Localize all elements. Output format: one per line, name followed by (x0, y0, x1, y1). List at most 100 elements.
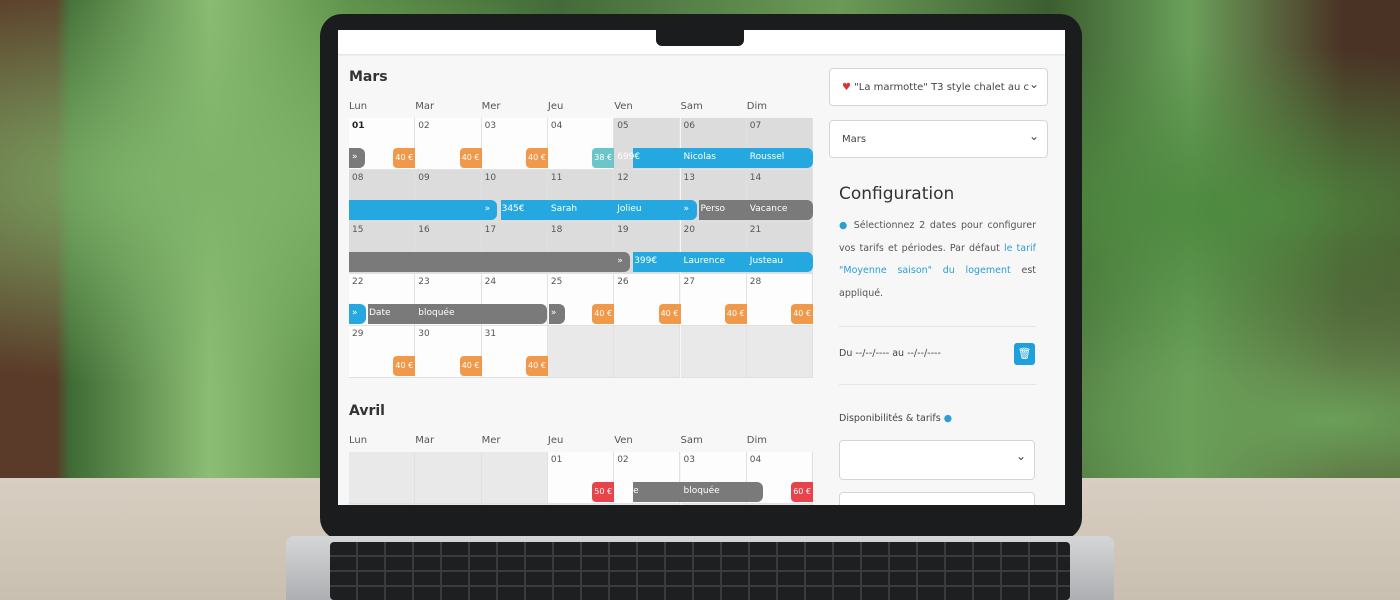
day-number: 18 (550, 225, 563, 235)
price-tag: 60 € (791, 482, 814, 502)
day-number: 01 (352, 121, 365, 131)
availability-label: Disponibilités & tarifs ● (839, 413, 952, 424)
day-cell (547, 326, 615, 378)
bar-label: 345€ (501, 204, 525, 214)
price-tag: 40 € (525, 148, 548, 168)
config-desc: Sélectionnez 2 dates pour configurer vos… (839, 220, 1036, 254)
day-number: 04 (550, 121, 563, 131)
day-number: 23 (418, 277, 430, 287)
bar-label: Laurence (683, 256, 725, 266)
booking-bar (501, 200, 697, 220)
bar-arrow: » (484, 204, 491, 214)
day-cell (349, 452, 416, 504)
day-number: 21 (749, 225, 762, 235)
bar-label: Nicolas (683, 152, 716, 162)
config-text: ● Sélectionnez 2 dates pour configurer v… (839, 215, 1036, 305)
day-number: 10 (484, 173, 497, 183)
property-name: "La marmotte" T3 style chalet au c (854, 82, 1030, 93)
day-number: 26 (617, 277, 629, 287)
bar-label: bloquée (418, 308, 455, 318)
booking-bar (549, 304, 565, 324)
day-cell (680, 504, 747, 505)
month-select[interactable]: Mars (829, 120, 1048, 158)
booking-bar (633, 252, 813, 272)
heart-icon: ♥ (842, 82, 851, 93)
day-number: 17 (484, 225, 497, 235)
day-cell (614, 504, 681, 505)
price-tag: 40 € (393, 148, 416, 168)
day-number: 15 (352, 225, 364, 235)
day-cell (415, 504, 482, 505)
day-number: 29 (352, 329, 364, 339)
date-range: Du --/--/---- au --/--/---- (839, 348, 941, 359)
bar-label: Sarah (550, 204, 578, 214)
info-icon: ● (943, 413, 953, 424)
screen: ♥ "La marmotte" T3 style chalet au c Mar… (338, 30, 1065, 505)
day-number: 22 (352, 277, 364, 287)
bar-arrow: » (352, 308, 358, 318)
day-number: 01 (550, 455, 563, 465)
booking-bar (633, 148, 813, 168)
weekday-label: Mar (415, 435, 435, 446)
weekday-label: Ven (614, 101, 633, 112)
divider (839, 384, 1036, 385)
weekday-label: Jeu (547, 435, 564, 446)
day-number: 12 (617, 173, 629, 183)
day-number: 08 (352, 173, 364, 183)
day-cell (481, 504, 548, 505)
bar-label: Vacance (749, 204, 788, 214)
availability-select[interactable] (839, 440, 1035, 480)
day-cell (746, 504, 814, 505)
day-number: 25 (550, 277, 563, 287)
bar-arrow: » (617, 256, 623, 266)
day-cell (481, 452, 548, 504)
day-cell (415, 452, 482, 504)
day-cell (547, 504, 615, 505)
bar-arrow: » (683, 204, 690, 214)
delete-button[interactable]: 🗑 (1014, 343, 1035, 365)
weekday-label: Jeu (547, 101, 564, 112)
weekday-label: Mer (481, 101, 501, 112)
weekday-label: Dim (746, 435, 768, 446)
bar-label: Justeau (749, 256, 784, 266)
weekday-label: Dim (746, 101, 768, 112)
bar-arrow: » (352, 152, 358, 162)
bar-label: bloquée (683, 486, 720, 496)
day-cell (680, 326, 747, 378)
availability-text: Disponibilités & tarifs (839, 413, 941, 424)
config-title: Configuration (839, 184, 955, 204)
day-cell (614, 326, 681, 378)
day-number: 14 (749, 173, 762, 183)
day-number: 04 (749, 455, 762, 465)
day-number: 03 (683, 455, 695, 465)
day-cell (349, 504, 416, 505)
booking-bar (349, 304, 366, 324)
config-link[interactable]: le tarif "Moyenne saison" du logement (839, 242, 1036, 277)
weekday-label: Mar (415, 101, 435, 112)
weekday-label: Lun (349, 101, 368, 112)
info-icon: ● (839, 220, 849, 231)
price-tag: 40 € (459, 148, 482, 168)
keyboard-rows (330, 542, 1070, 600)
bar-label: Date (369, 308, 391, 318)
divider (839, 326, 1036, 327)
day-cell (746, 326, 814, 378)
day-number: 31 (484, 329, 497, 339)
price-tag: 40 € (658, 304, 681, 324)
weekday-label: Lun (349, 435, 368, 446)
day-number: 09 (418, 173, 430, 183)
bar-label: 699€ (617, 152, 641, 162)
month-title: Avril (349, 403, 385, 419)
rate-input[interactable] (839, 492, 1035, 505)
bar-label: 399€ (634, 256, 658, 266)
day-number: 07 (749, 121, 762, 131)
bar-label: Jolieu (617, 204, 642, 214)
bar-label: Roussel (749, 152, 785, 162)
weekday-label: Sam (680, 101, 703, 112)
day-number: 30 (418, 329, 430, 339)
property-select[interactable]: ♥ "La marmotte" T3 style chalet au c (829, 68, 1048, 106)
booking-bar (349, 200, 497, 220)
config-end: est appliqué. (839, 265, 1037, 299)
booking-bar (633, 482, 763, 502)
